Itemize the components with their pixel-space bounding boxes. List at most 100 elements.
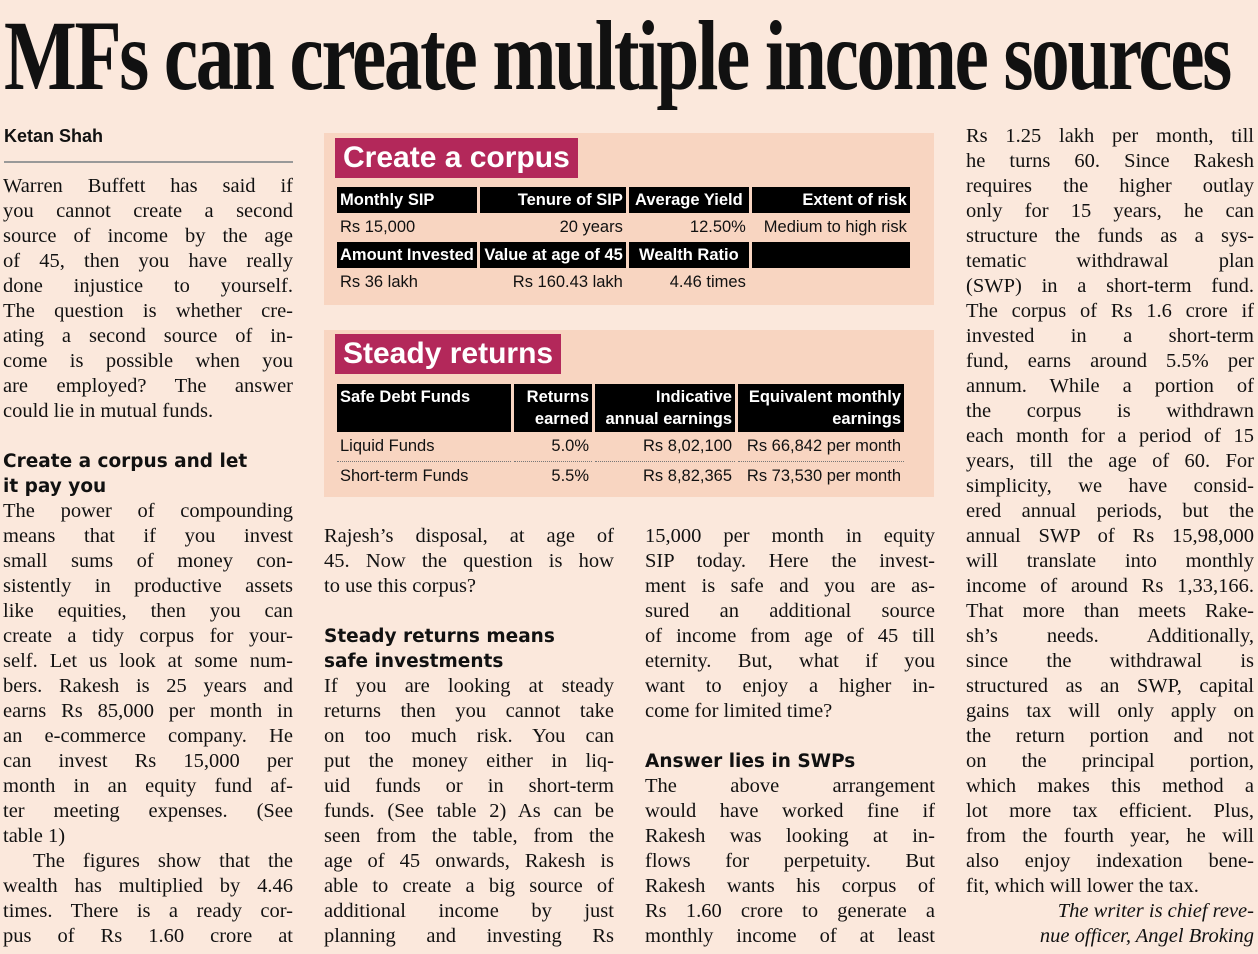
text-line: means that if you invest xyxy=(3,525,293,547)
text-line: structure the funds as a sys- xyxy=(966,225,1254,247)
returns-table: Safe Debt Funds Returns earned Indicative an… xyxy=(334,384,907,491)
text-line: Rs 1.25 lakh per month, till xyxy=(966,125,1254,147)
header-line: earned xyxy=(534,410,589,428)
table-header-row: Safe Debt Funds Returns earned Indicative an… xyxy=(337,384,904,432)
text-line: requires the higher outlay xyxy=(966,175,1254,197)
table-cell: Rs 36 lakh xyxy=(340,273,418,291)
text-line: funds. (See table 2) As can be xyxy=(324,800,614,822)
text-line: done injustice to yourself. xyxy=(3,275,293,297)
text-line: age of 45 onwards, Rakesh is xyxy=(324,850,614,872)
text-line: from the fourth year, he will xyxy=(966,825,1254,847)
table-cell: Rs 15,000 xyxy=(340,218,416,236)
text-line: it pay you xyxy=(3,476,107,497)
table-cell: 4.46 times xyxy=(669,273,746,291)
section-heading: Steady returns means safe investments xyxy=(324,624,614,674)
table-steady-returns: Steady returns Safe Debt Funds Returns ear… xyxy=(324,330,934,497)
table-header-cell: Equivalent monthly earnings xyxy=(738,384,904,432)
table-title: Create a corpus xyxy=(335,138,578,178)
header-line: earnings xyxy=(832,410,901,428)
column-2: Rajesh’s disposal, at age of 45. Now the … xyxy=(324,524,614,949)
text-line: also enjoy indexation bene- xyxy=(966,850,1254,872)
text-line: able to create a big source of xyxy=(324,875,614,897)
table-header-row: Amount Invested Value at age of 45 Wealth … xyxy=(337,242,910,268)
text-line: the corpus is withdrawn xyxy=(966,400,1254,422)
text-line: structured as an SWP, capital xyxy=(966,675,1254,697)
text-line: safe investments xyxy=(324,651,504,672)
text-line: Rajesh’s disposal, at age of xyxy=(324,525,614,547)
table-cell: Medium to high risk xyxy=(763,218,907,236)
paragraph: The power of compounding means that if yo… xyxy=(3,499,293,849)
text-line: uid funds or in short-term xyxy=(324,775,614,797)
table-cell: Short-term Funds xyxy=(340,467,469,485)
text-line: like equities, then you can xyxy=(3,600,293,622)
text-line: you cannot create a second xyxy=(3,200,293,222)
text-line: of 45, then you have really xyxy=(3,250,293,272)
text-line: month in an equity fund af- xyxy=(3,775,293,797)
table-cell: Rs 66,842 per month xyxy=(738,432,904,462)
paragraph: Rajesh’s disposal, at age of 45. Now the … xyxy=(324,524,614,599)
author-note: The writer is chief reve-nue officer, An… xyxy=(966,899,1254,949)
headline-text: MFs can create multiple income sources xyxy=(4,0,1232,111)
header-line: Indicative xyxy=(655,388,732,406)
paragraph: Warren Buffett has said if you cannot cre… xyxy=(3,174,293,424)
text-line: income of around Rs 1,33,166. xyxy=(966,575,1254,597)
text-line: put the money either in liq- xyxy=(324,750,614,772)
section-heading: Answer lies in SWPs xyxy=(645,749,935,774)
text-line: The power of compounding xyxy=(3,500,293,522)
text-line: are employed? The answer xyxy=(3,375,293,397)
text-line: ment is safe and you are as- xyxy=(645,575,935,597)
text-line: tematic withdrawal plan xyxy=(966,250,1254,272)
text-line: bers. Rakesh is 25 years and xyxy=(3,675,293,697)
table-cell xyxy=(751,242,910,268)
spacer xyxy=(3,424,293,449)
table-cell: Rs 8,02,100 xyxy=(595,432,735,462)
text-line: the return portion and not xyxy=(966,725,1254,747)
text-line: pus of Rs 1.60 crore at xyxy=(3,925,293,947)
text-line: planning and investing Rs xyxy=(324,925,614,947)
text-line: fit, which will lower the tax. xyxy=(966,875,1199,897)
text-line: ered annual periods, but the xyxy=(966,500,1254,522)
text-line: Rs 1.60 crore to generate a xyxy=(645,900,935,922)
text-line: If you are looking at steady xyxy=(324,675,614,697)
text-line: on too much risk. You can xyxy=(324,725,614,747)
text-line: will translate into monthly xyxy=(966,550,1254,572)
text-line: to use this corpus? xyxy=(324,575,477,597)
table-cell: Value at age of 45 xyxy=(479,242,626,268)
table-cell: Rs 73,530 per month xyxy=(746,467,901,485)
table-title: Steady returns xyxy=(335,334,562,374)
paragraph: The above arrangement would have worked f… xyxy=(645,774,935,949)
text-line: (SWP) in a short-term fund. xyxy=(966,275,1254,297)
table-header-cell: Returns earned xyxy=(514,384,592,432)
header-line: Returns xyxy=(526,388,589,406)
text-line: wealth has multiplied by 4.46 xyxy=(3,875,293,897)
paragraph: Rs 1.25 lakh per month, till he turns 60.… xyxy=(966,124,1254,899)
text-line: only for 15 years, he can xyxy=(966,200,1254,222)
text-line: would have worked fine if xyxy=(645,800,935,822)
text-line: invested in a short-term xyxy=(966,325,1254,347)
table-header-cell: Safe Debt Funds xyxy=(337,384,511,432)
text-line: years, till the age of 60. For xyxy=(966,450,1254,472)
text-line: Rakesh was looking at in- xyxy=(645,825,935,847)
table-header-row: Monthly SIP Tenure of SIP Average Yield Ext… xyxy=(337,187,910,213)
text-line: ating a second source of in- xyxy=(3,325,293,347)
text-line: which makes this method a xyxy=(966,775,1254,797)
text-line: ter meeting expenses. (See xyxy=(3,800,293,822)
text-line: simplicity, we have consid- xyxy=(966,475,1254,497)
text-line: additional income by just xyxy=(324,900,614,922)
text-line: source of income by the age xyxy=(3,225,293,247)
paragraph: The figures show that the wealth has mult… xyxy=(3,849,293,949)
text-line: flows for perpetuity. But xyxy=(645,850,935,872)
text-line: sh’s needs. Additionally, xyxy=(966,625,1254,647)
text-line: times. There is a ready cor- xyxy=(3,900,293,922)
text-line: table 1) xyxy=(3,825,66,847)
spacer xyxy=(324,599,614,624)
table-row: Liquid Funds 5.0% Rs 8,02,100 Rs 66,842 per… xyxy=(337,432,904,462)
column-4: Rs 1.25 lakh per month, till he turns 60.… xyxy=(966,124,1254,949)
table-row: Rs 36 lakh Rs 160.43 lakh 4.46 times xyxy=(337,268,910,297)
table-cell: 5.0% xyxy=(514,432,592,462)
text-line: on the principal portion, xyxy=(966,750,1254,772)
text-line: The writer is chief reve- xyxy=(1057,900,1254,922)
text-line: 45. Now the question is how xyxy=(324,550,614,572)
paragraph: 15,000 per month in equity SIP today. Her… xyxy=(645,524,935,724)
text-line: annual SWP of Rs 15,98,000 xyxy=(966,525,1254,547)
